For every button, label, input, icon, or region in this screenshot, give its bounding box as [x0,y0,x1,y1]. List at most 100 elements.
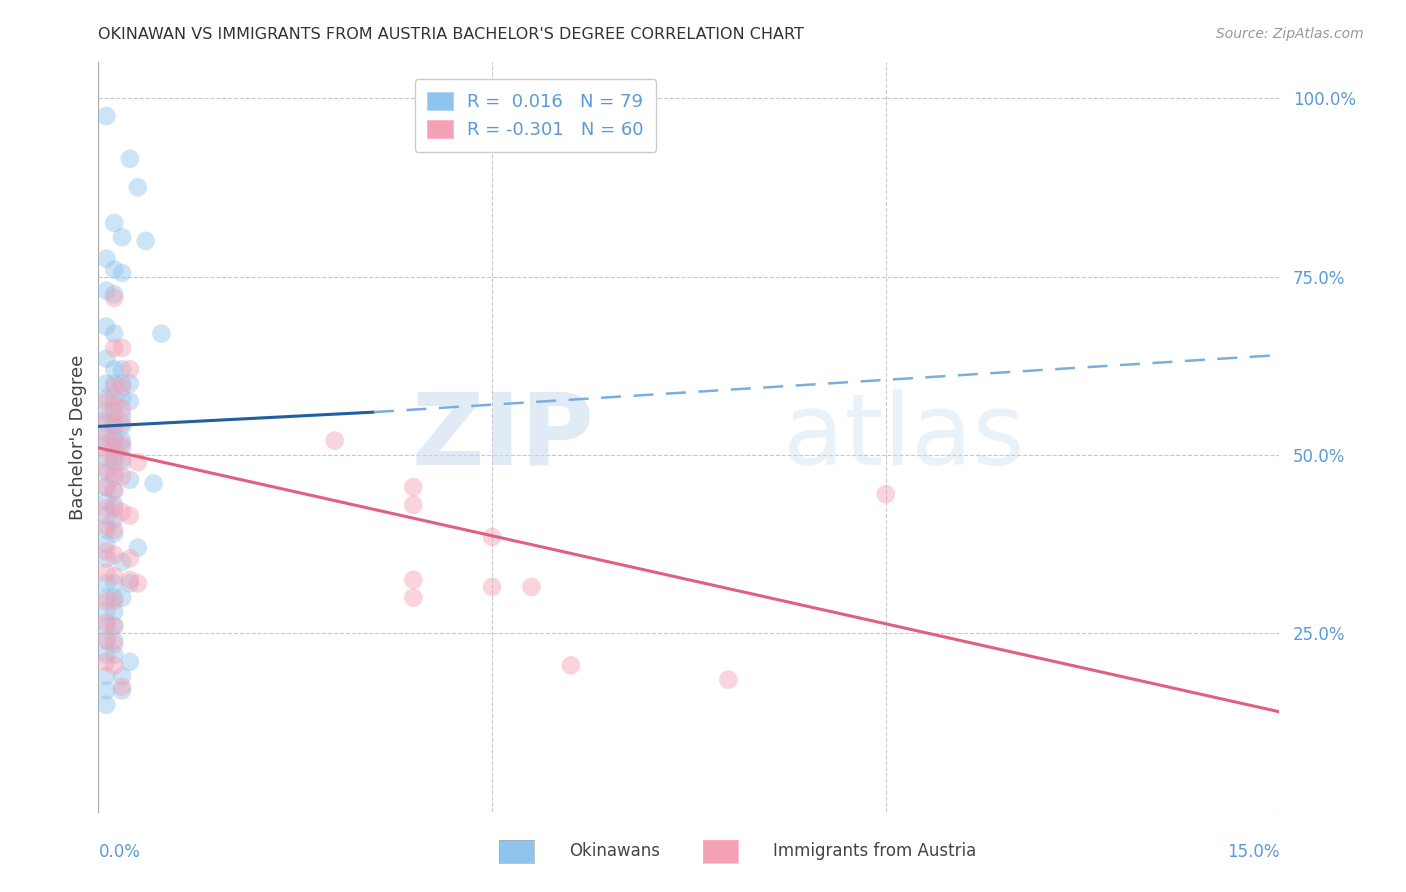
Point [96,451,118,466]
Point [103,398,125,412]
Point [103,548,125,562]
Point [111,669,134,683]
Text: Source: ZipAtlas.com: Source: ZipAtlas.com [1216,27,1364,41]
Point [127,180,149,194]
Point [96,544,118,558]
Point [96,605,118,619]
Point [118,551,141,566]
Point [103,430,125,444]
Point [118,376,141,391]
Text: 15.0%: 15.0% [1227,843,1279,861]
Point [111,591,134,605]
Text: Okinawans: Okinawans [569,842,661,860]
Point [402,573,425,587]
Point [103,637,125,651]
Point [103,448,125,462]
Point [560,658,582,673]
Point [96,412,118,426]
Point [127,576,149,591]
Point [96,566,118,580]
Point [111,341,134,355]
Point [103,291,125,305]
Point [103,523,125,537]
Point [96,537,118,551]
Point [96,444,118,458]
Y-axis label: Bachelor's Degree: Bachelor's Degree [69,354,87,520]
Point [103,416,125,430]
Point [103,380,125,394]
Point [96,615,118,630]
Point [402,591,425,605]
Point [103,262,125,277]
Point [96,576,118,591]
Point [96,437,118,451]
Point [96,462,118,476]
Point [103,419,125,434]
Point [111,469,134,483]
Point [96,619,118,633]
Point [103,594,125,608]
Text: Immigrants from Austria: Immigrants from Austria [773,842,977,860]
Point [103,526,125,541]
Point [103,405,125,419]
Point [103,469,125,483]
Point [111,266,134,280]
Point [96,648,118,662]
Point [96,466,118,480]
Point [103,512,125,526]
Point [96,669,118,683]
Point [103,576,125,591]
Point [96,376,118,391]
Point [111,362,134,376]
Point [103,376,125,391]
Point [103,216,125,230]
Point [103,483,125,498]
Point [111,455,134,469]
Point [111,437,134,451]
Point [96,426,118,441]
Point [103,362,125,376]
Point [111,401,134,416]
Point [96,501,118,516]
Legend: R =  0.016   N = 79, R = -0.301   N = 60: R = 0.016 N = 79, R = -0.301 N = 60 [415,79,657,152]
Point [111,441,134,455]
Point [96,494,118,508]
Point [127,455,149,469]
Point [103,619,125,633]
Point [103,658,125,673]
Point [103,591,125,605]
Point [103,326,125,341]
Point [111,419,134,434]
Point [111,683,134,698]
Point [520,580,543,594]
Point [96,416,118,430]
Point [96,655,118,669]
Point [118,655,141,669]
Point [96,480,118,494]
Point [103,287,125,301]
Point [96,551,118,566]
Point [111,376,134,391]
Point [96,508,118,523]
Point [96,430,118,444]
Point [111,416,134,430]
Point [103,434,125,448]
Text: OKINAWAN VS IMMIGRANTS FROM AUSTRIA BACHELOR'S DEGREE CORRELATION CHART: OKINAWAN VS IMMIGRANTS FROM AUSTRIA BACH… [98,27,804,42]
Point [103,341,125,355]
Text: 0.0%: 0.0% [98,843,141,861]
Point [111,505,134,519]
Point [875,487,897,501]
Point [103,391,125,405]
Point [96,683,118,698]
Point [103,633,125,648]
Point [103,483,125,498]
Point [402,498,425,512]
Point [103,569,125,583]
Point [481,530,503,544]
Point [103,605,125,619]
Point [96,109,118,123]
Point [96,480,118,494]
Point [96,319,118,334]
Point [127,541,149,555]
Point [142,476,165,491]
